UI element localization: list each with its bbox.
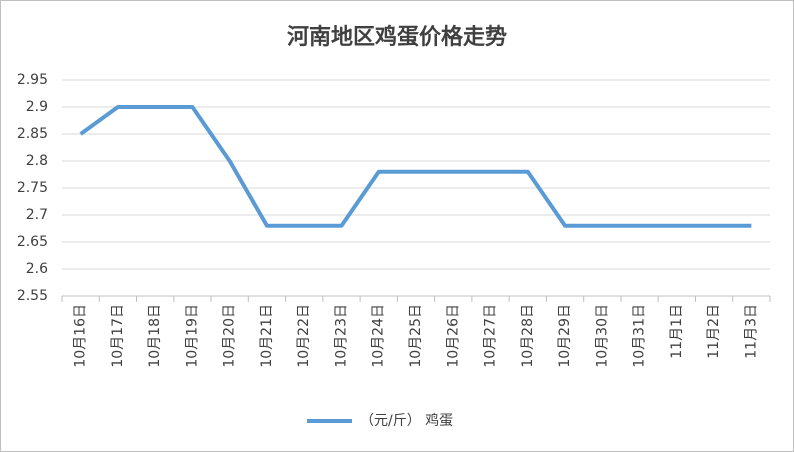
x-tick-label: 10月22日 xyxy=(296,304,312,368)
legend-label: （元/斤） 鸡蛋 xyxy=(360,412,453,429)
x-tick-label: 10月20日 xyxy=(222,304,238,368)
chart-title: 河南地区鸡蛋价格走势 xyxy=(287,24,507,50)
y-tick-label: 2.95 xyxy=(17,72,48,88)
line-series xyxy=(79,105,752,228)
x-tick-label: 10月25日 xyxy=(408,304,424,368)
y-tick-label: 2.65 xyxy=(17,234,48,250)
x-tick-label: 10月18日 xyxy=(147,304,163,368)
y-tick-label: 2.9 xyxy=(26,99,48,115)
x-tick-label: 10月23日 xyxy=(333,304,349,368)
x-tick-label: 11月3日 xyxy=(743,304,759,359)
x-tick-label: 10月27日 xyxy=(483,304,499,368)
x-tick-label: 11月2日 xyxy=(706,304,722,359)
y-tick-label: 2.55 xyxy=(17,288,48,304)
x-tick-label: 10月31日 xyxy=(632,304,648,368)
y-tick-label: 2.6 xyxy=(26,261,48,277)
x-tick-label: 10月24日 xyxy=(371,304,387,368)
x-tick-label: 10月28日 xyxy=(520,304,536,368)
y-tick-label: 2.7 xyxy=(26,207,48,223)
x-tick-label: 10月21日 xyxy=(259,304,275,368)
y-tick-label: 2.75 xyxy=(17,180,48,196)
x-tick-label: 10月17日 xyxy=(110,304,126,368)
x-tick-label: 10月30日 xyxy=(594,304,610,368)
x-tick-label: 10月19日 xyxy=(184,304,200,368)
x-tick-label: 10月16日 xyxy=(73,304,89,368)
x-tick-label: 10月26日 xyxy=(445,304,461,368)
x-tick-label: 11月1日 xyxy=(669,304,685,359)
y-tick-label: 2.85 xyxy=(17,126,48,142)
x-tick-label: 10月29日 xyxy=(557,304,573,368)
y-tick-label: 2.8 xyxy=(26,153,48,169)
